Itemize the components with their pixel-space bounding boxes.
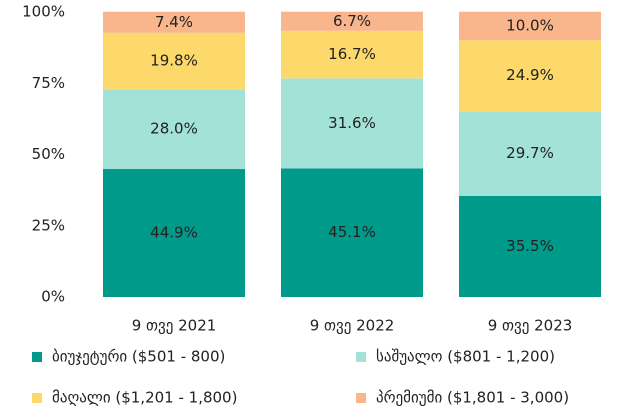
legend-swatch	[32, 393, 42, 403]
x-tick-label: 9 თვე 2021	[132, 317, 217, 335]
data-label: 19.8%	[150, 52, 198, 70]
legend-label: საშუალო ($801 - 1,200)	[376, 348, 555, 366]
data-label: 16.7%	[328, 45, 376, 63]
data-label: 45.1%	[328, 223, 376, 241]
legend-swatch	[32, 352, 42, 362]
bar-segment	[103, 32, 245, 90]
legend-swatch	[356, 352, 366, 362]
data-label: 7.4%	[155, 13, 193, 31]
bar-segment	[281, 30, 423, 79]
data-label: 29.7%	[506, 144, 554, 162]
bar-segment	[459, 40, 601, 112]
bar-segment	[103, 11, 245, 33]
y-tick-label: 50%	[32, 145, 65, 163]
data-label: 24.9%	[506, 66, 554, 84]
data-label: 10.0%	[506, 17, 554, 35]
bar-segment	[459, 195, 601, 297]
data-label: 6.7%	[333, 12, 371, 30]
bar-segment	[281, 11, 423, 31]
bar-segment	[459, 111, 601, 196]
y-tick-label: 100%	[22, 3, 65, 21]
bar-segment	[281, 78, 423, 169]
y-tick-label: 25%	[32, 216, 65, 234]
bar-segment	[103, 89, 245, 170]
bar-segment	[459, 11, 601, 41]
data-label: 28.0%	[150, 120, 198, 138]
legend-label: პრემიუმი ($1,801 - 3,000)	[376, 389, 569, 407]
bar-segment	[103, 169, 245, 297]
x-tick-label: 9 თვე 2023	[488, 317, 573, 335]
data-label: 35.5%	[506, 237, 554, 255]
x-tick-label: 9 თვე 2022	[310, 317, 395, 335]
data-label: 44.9%	[150, 224, 198, 242]
bar-segment	[281, 168, 423, 297]
legend-label: მაღალი ($1,201 - 1,800)	[52, 389, 237, 407]
data-label: 31.6%	[328, 114, 376, 132]
y-tick-label: 75%	[32, 74, 65, 92]
legend-label: ბიუჯეტური ($501 - 800)	[52, 348, 225, 366]
y-tick-label: 0%	[41, 288, 65, 306]
legend-swatch	[356, 393, 366, 403]
